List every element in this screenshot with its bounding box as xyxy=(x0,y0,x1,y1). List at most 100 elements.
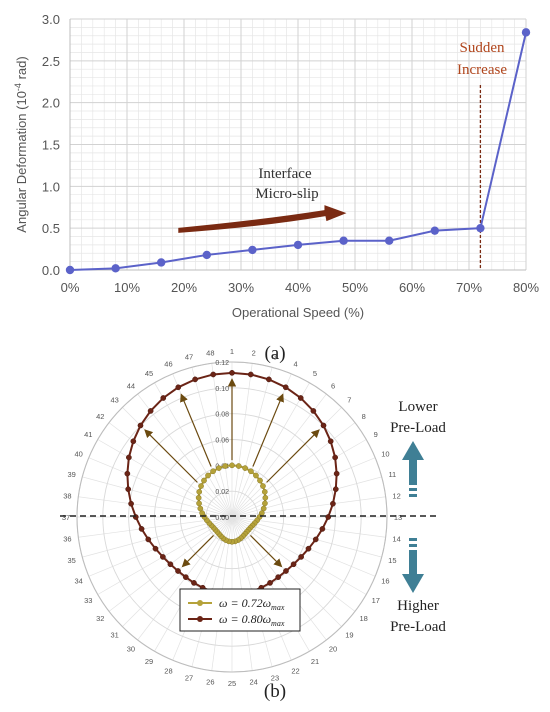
y-tick-label: 2.5 xyxy=(42,54,60,69)
radial-arrow xyxy=(181,535,214,568)
polar-data-point xyxy=(310,408,317,414)
angle-label: 11 xyxy=(388,470,396,479)
polar-data-point xyxy=(132,514,139,520)
polar-data-point xyxy=(229,462,235,469)
polar-data-point xyxy=(247,371,254,378)
polar-data-point xyxy=(125,486,132,493)
polar-data-point xyxy=(253,472,259,479)
axes xyxy=(69,19,526,271)
label-lower-line2: Pre-Load xyxy=(390,420,446,436)
polar-data-point xyxy=(167,561,174,568)
angle-label: 10 xyxy=(381,449,389,458)
lower-arrow-shaft xyxy=(409,457,417,485)
angle-label: 18 xyxy=(360,614,368,623)
angle-label: 25 xyxy=(228,679,236,688)
y-tick-label: 0.5 xyxy=(42,221,60,236)
angle-label: 31 xyxy=(110,630,118,639)
angle-label: 22 xyxy=(291,666,299,675)
x-tick-label: 50% xyxy=(342,280,368,295)
angle-label: 4 xyxy=(293,360,297,369)
radial-arrow xyxy=(180,393,212,467)
radial-tick-label: 0.10 xyxy=(215,386,229,393)
angle-label: 30 xyxy=(127,645,135,654)
polar-data-point xyxy=(325,514,332,520)
polar-data-point xyxy=(137,422,144,429)
data-point xyxy=(293,240,303,250)
polar-data-point xyxy=(229,370,235,376)
polar-data-point xyxy=(175,568,181,574)
angle-label: 32 xyxy=(96,614,104,623)
annotation-sudden-line1: Sudden xyxy=(460,40,506,56)
angle-label: 42 xyxy=(96,412,104,421)
angle-label: 1 xyxy=(230,347,234,356)
radial-arrow xyxy=(266,429,320,483)
higher-arrow-dash xyxy=(409,544,417,547)
angle-label: 29 xyxy=(145,657,153,666)
angle-label: 5 xyxy=(313,369,317,378)
legend-swatch-marker xyxy=(197,600,203,606)
angle-label: 33 xyxy=(84,596,92,605)
tick-labels: 0% 10% 20% 30% 40% 50% 60% 70% 80% 0.0 0.5 1.0 1.5 2.… xyxy=(42,12,540,295)
label-higher-line1: Higher xyxy=(397,598,439,614)
polar-data-point xyxy=(160,554,166,560)
angle-label: 36 xyxy=(63,535,71,544)
grid xyxy=(69,18,527,271)
angle-label: 28 xyxy=(164,666,172,675)
polar-data-point xyxy=(147,408,154,414)
x-tick-label: 40% xyxy=(285,280,311,295)
legend-label: ω = 0.80ωmax xyxy=(219,612,285,628)
higher-arrow-dash xyxy=(409,538,417,541)
angle-label: 34 xyxy=(74,577,82,586)
polar-data-point xyxy=(196,500,202,507)
angle-label: 44 xyxy=(127,381,135,390)
y-tick-label: 3.0 xyxy=(42,12,60,27)
polar-data-point xyxy=(319,526,326,532)
polar-data-point xyxy=(145,536,152,543)
legend-swatch-marker xyxy=(197,616,203,622)
polar-data-point xyxy=(210,371,217,378)
legend-label: ω = 0.72ωmax xyxy=(219,596,285,612)
angle-label: 37 xyxy=(62,513,70,522)
data-point xyxy=(476,223,485,233)
polar-data-point xyxy=(332,454,338,461)
angle-label: 7 xyxy=(347,396,351,405)
polar-data-point xyxy=(283,568,289,574)
polar-data-point xyxy=(266,376,272,383)
preload-arrows xyxy=(402,441,424,593)
angle-label: 43 xyxy=(110,396,118,405)
angle-label: 9 xyxy=(374,430,378,439)
polar-data-point xyxy=(327,438,334,445)
polar-data-point xyxy=(262,494,269,501)
data-point xyxy=(65,265,75,275)
angle-label: 19 xyxy=(345,630,353,639)
polar-data-point xyxy=(290,561,297,568)
angle-label: 13 xyxy=(394,513,402,522)
angle-label: 48 xyxy=(206,348,214,357)
angle-label: 26 xyxy=(206,678,214,687)
polar-data-point xyxy=(262,500,268,507)
radial-tick-label: 0.00 xyxy=(215,515,229,522)
angle-labels: 1 2 34567891011121314151617181920212223242… xyxy=(62,347,402,688)
polar-data-point xyxy=(242,465,248,471)
angle-label: 2 xyxy=(252,348,256,357)
label-lower-line1: Lower xyxy=(398,399,437,415)
polar-data-point xyxy=(128,500,134,507)
x-tick-label: 60% xyxy=(399,280,425,295)
higher-arrow-head xyxy=(402,574,424,593)
radial-arrow xyxy=(144,429,198,483)
data-point xyxy=(339,236,348,245)
y-axis-label-main: Angular Deformation (10 xyxy=(14,91,29,233)
polar-data-point xyxy=(196,488,203,495)
polar-data-point xyxy=(248,468,254,475)
polar-data-point xyxy=(320,422,327,429)
x-tick-label: 10% xyxy=(114,280,140,295)
annotation-micro-slip-line1: Interface xyxy=(258,166,312,182)
angle-label: 6 xyxy=(331,381,335,390)
y-axis-label-unit: rad) xyxy=(14,56,29,83)
data-point xyxy=(521,28,531,37)
annotation-micro-slip-line2: Micro-slip xyxy=(255,186,318,202)
data-point xyxy=(111,264,120,273)
radial-tick-label: 0.12 xyxy=(215,360,229,367)
polar-data-point xyxy=(330,500,336,507)
